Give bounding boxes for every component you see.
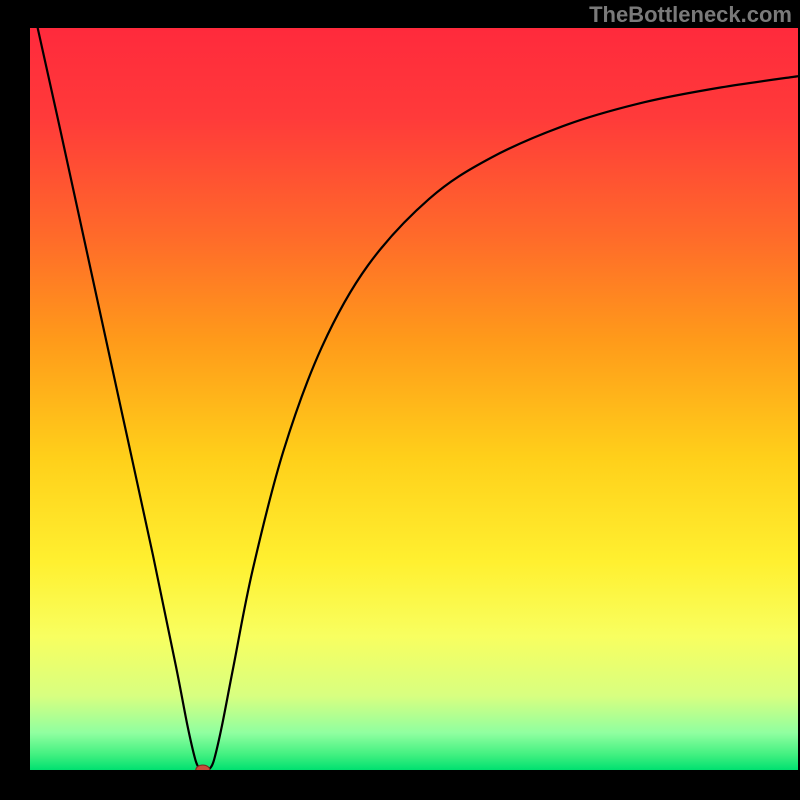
bottleneck-curve [38, 28, 798, 770]
curve-layer [30, 28, 798, 770]
watermark-text: TheBottleneck.com [589, 2, 792, 28]
chart-container: TheBottleneck.com [0, 0, 800, 800]
plot-area [30, 28, 798, 770]
